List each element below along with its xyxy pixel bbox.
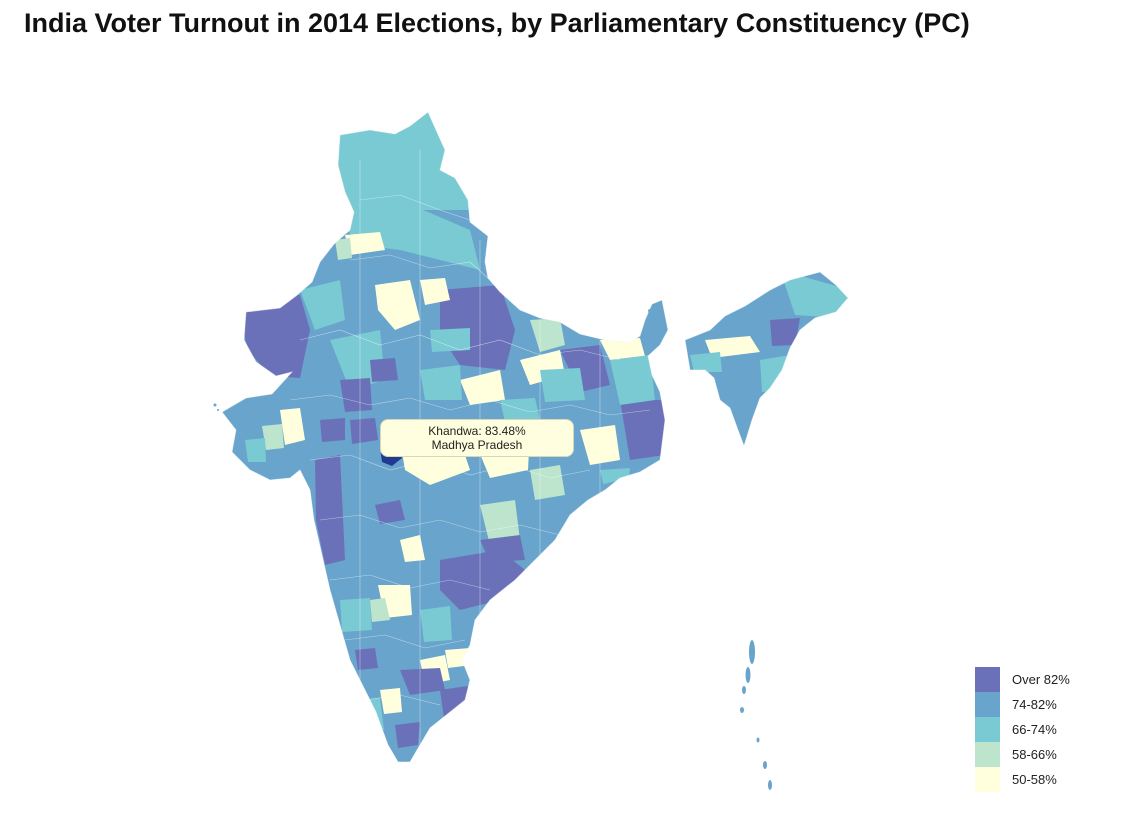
legend-swatch — [975, 767, 1000, 792]
page-title: India Voter Turnout in 2014 Elections, b… — [24, 8, 970, 38]
legend-swatch — [975, 717, 1000, 742]
map-tooltip: Khandwa: 83.48% Madhya Pradesh — [380, 419, 574, 457]
legend-item-over-82: Over 82% — [975, 667, 1070, 692]
legend-label: 74-82% — [1012, 697, 1057, 712]
tooltip-line-name: Khandwa: 83.48% — [428, 424, 526, 438]
legend: Over 82% 74-82% 66-74% 58-66% 50-58% — [975, 667, 1070, 792]
legend-item-74-82: 74-82% — [975, 692, 1070, 717]
legend-swatch — [975, 667, 1000, 692]
legend-item-58-66: 58-66% — [975, 742, 1070, 767]
legend-label: 50-58% — [1012, 772, 1057, 787]
legend-item-66-74: 66-74% — [975, 717, 1070, 742]
legend-label: Over 82% — [1012, 672, 1070, 687]
legend-label: 58-66% — [1012, 747, 1057, 762]
legend-label: 66-74% — [1012, 722, 1057, 737]
legend-item-50-58: 50-58% — [975, 767, 1070, 792]
legend-swatch — [975, 692, 1000, 717]
tooltip-line-state: Madhya Pradesh — [431, 438, 523, 452]
legend-swatch — [975, 742, 1000, 767]
